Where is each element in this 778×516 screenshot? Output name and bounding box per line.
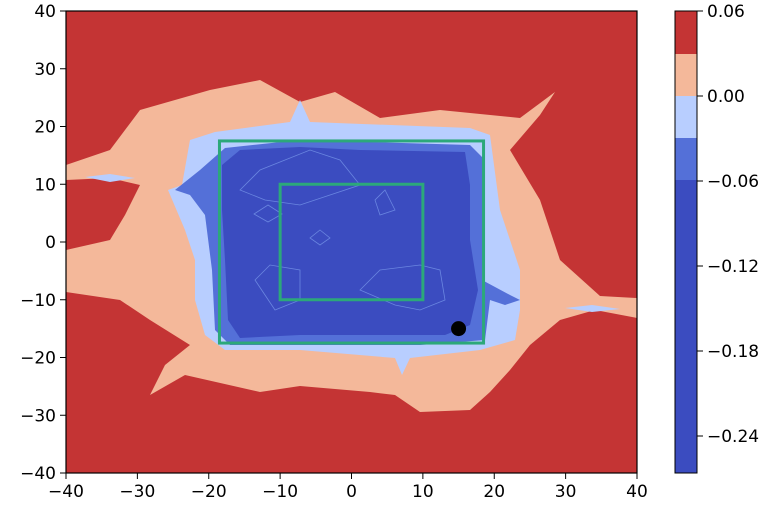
colorbar-tick-label: 0.06 — [707, 2, 745, 22]
colorbar-segment — [675, 54, 697, 96]
x-tick-label: 40 — [626, 482, 648, 502]
outer-rectangle — [217, 139, 486, 345]
x-tick-label: 0 — [346, 482, 357, 502]
contour-plot — [65, 10, 638, 474]
colorbar-segment — [675, 11, 697, 54]
x-tick-label: −10 — [262, 482, 298, 502]
colorbar-tick-label: −0.12 — [707, 257, 759, 277]
overlay-layer — [217, 139, 486, 345]
y-tick-label: 20 — [34, 118, 56, 138]
y-tick-label: 0 — [45, 233, 56, 253]
colorbar-tick-label: −0.06 — [707, 172, 759, 192]
colorbar-segment — [675, 180, 697, 473]
colorbar-segment — [675, 96, 697, 138]
x-tick-label: −40 — [48, 482, 84, 502]
y-axis: 40 30 20 10 0 −10 −20 −30 −40 — [20, 2, 66, 484]
inner-rectangle — [278, 182, 425, 302]
x-tick-label: 20 — [483, 482, 505, 502]
x-tick-label: 30 — [555, 482, 577, 502]
y-tick-label: 30 — [34, 60, 56, 80]
colorbar-tick-label: −0.18 — [707, 342, 759, 362]
point-marker — [451, 321, 467, 337]
colorbar: 0.06 0.00 −0.06 −0.12 −0.18 −0.24 — [674, 2, 759, 474]
x-tick-label: −30 — [119, 482, 155, 502]
x-axis: −40 −30 −20 −10 0 10 20 30 40 — [48, 473, 648, 502]
colorbar-tick-label: 0.00 — [707, 87, 745, 107]
y-tick-label: 40 — [34, 2, 56, 22]
y-tick-label: 10 — [34, 175, 56, 195]
colorbar-frame — [674, 10, 698, 474]
small-island-features — [85, 174, 620, 312]
level-lowest-region — [222, 147, 478, 338]
y-tick-label: −20 — [20, 349, 56, 369]
colorbar-segment — [675, 138, 697, 180]
x-tick-label: −20 — [191, 482, 227, 502]
y-tick-label: −10 — [20, 291, 56, 311]
x-tick-label: 10 — [412, 482, 434, 502]
y-tick-label: −40 — [20, 464, 56, 484]
colorbar-tick-label: −0.24 — [707, 427, 759, 447]
y-tick-label: −30 — [20, 406, 56, 426]
